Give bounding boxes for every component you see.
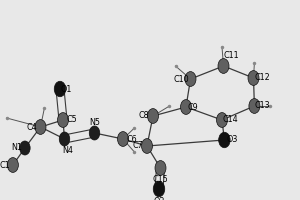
Ellipse shape (54, 81, 66, 97)
Ellipse shape (89, 126, 100, 140)
Text: N1: N1 (11, 144, 22, 152)
Ellipse shape (118, 132, 128, 146)
Ellipse shape (142, 139, 152, 153)
Text: N5: N5 (89, 118, 100, 127)
Ellipse shape (217, 113, 227, 127)
Text: C10: C10 (174, 74, 189, 84)
Text: C15: C15 (153, 176, 168, 184)
Text: C5: C5 (66, 116, 77, 124)
Text: O1: O1 (61, 85, 72, 94)
Text: C8: C8 (139, 111, 149, 120)
Text: C6: C6 (126, 134, 137, 144)
Text: C12: C12 (254, 73, 270, 82)
Text: C13: C13 (255, 102, 271, 110)
Ellipse shape (185, 72, 196, 86)
Ellipse shape (219, 132, 230, 148)
Text: C9: C9 (188, 102, 199, 112)
Ellipse shape (35, 120, 46, 134)
Text: C14: C14 (223, 116, 238, 124)
Text: C11: C11 (224, 50, 239, 60)
Ellipse shape (155, 161, 166, 175)
Text: C4: C4 (26, 122, 37, 132)
Ellipse shape (58, 113, 68, 127)
Ellipse shape (218, 59, 229, 73)
Ellipse shape (153, 181, 165, 197)
Ellipse shape (20, 141, 30, 155)
Ellipse shape (8, 158, 18, 172)
Ellipse shape (148, 109, 158, 123)
Ellipse shape (59, 132, 70, 146)
Text: O3: O3 (226, 136, 238, 144)
Text: C1: C1 (0, 160, 10, 169)
Text: O2: O2 (153, 196, 165, 200)
Ellipse shape (249, 99, 260, 113)
Ellipse shape (248, 71, 259, 85)
Ellipse shape (181, 100, 191, 114)
Text: N4: N4 (62, 146, 73, 155)
Text: C7: C7 (133, 142, 143, 150)
